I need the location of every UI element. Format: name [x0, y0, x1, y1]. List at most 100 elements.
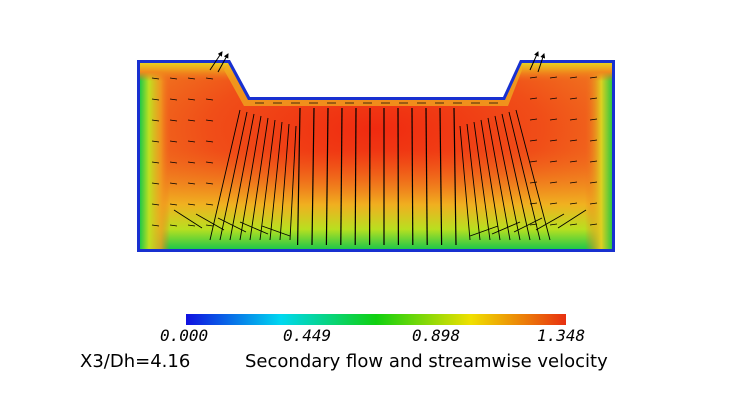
- flow-vector: [205, 182, 214, 185]
- flow-vector: [311, 107, 315, 246]
- flow-vector: [187, 140, 196, 143]
- flow-vector: [187, 98, 196, 101]
- flow-vector: [205, 161, 214, 164]
- flow-vector: [529, 223, 538, 226]
- flow-vector: [549, 160, 558, 163]
- colorbar-tick-min: 0.000: [160, 326, 209, 345]
- flow-vector: [151, 98, 160, 101]
- flow-vector: [209, 51, 223, 71]
- flow-vector: [569, 181, 578, 184]
- colorbar-tick-1: 0.449: [283, 326, 332, 345]
- flow-vector: [325, 107, 329, 246]
- flow-vector: [151, 224, 160, 227]
- flow-vector: [425, 107, 428, 246]
- flow-vector: [205, 77, 214, 80]
- flow-vector: [205, 140, 214, 143]
- flow-vector: [169, 119, 178, 122]
- flow-vector: [151, 119, 160, 122]
- flow-vector: [487, 117, 511, 241]
- flow-vector: [187, 77, 196, 80]
- flow-vector: [549, 118, 558, 121]
- flow-vector: [569, 139, 578, 142]
- flow-vector: [569, 97, 578, 100]
- flow-vector: [508, 111, 541, 241]
- flow-vector: [169, 203, 178, 206]
- flow-vector: [173, 209, 203, 229]
- flow-vector: [557, 209, 587, 229]
- flow-vector: [279, 123, 290, 241]
- flow-vector: [529, 202, 538, 205]
- flow-vector: [169, 98, 178, 101]
- flow-vector: [589, 97, 598, 100]
- flow-vector: [259, 119, 276, 241]
- flow-vector: [169, 77, 178, 80]
- flow-vector: [569, 76, 578, 79]
- flow-vector: [529, 181, 538, 184]
- colorbar-tick-max: 1.348: [537, 326, 586, 345]
- flow-vector: [187, 224, 196, 227]
- flow-vector: [169, 224, 178, 227]
- flow-vector: [205, 203, 214, 206]
- flow-vector: [466, 123, 481, 241]
- flow-vector: [209, 109, 241, 241]
- flow-vector: [217, 53, 229, 73]
- flow-vector: [297, 107, 301, 246]
- flow-vector: [491, 221, 521, 235]
- flow-vector: [169, 161, 178, 164]
- secondary-flow-vectors: [151, 51, 598, 246]
- flow-vector: [453, 107, 457, 246]
- flow-vector: [151, 182, 160, 185]
- flow-vector: [169, 182, 178, 185]
- flow-vector: [549, 223, 558, 226]
- flow-vector: [217, 217, 247, 233]
- flow-vector: [411, 107, 414, 246]
- flow-vector: [529, 76, 538, 79]
- flow-vector: [219, 111, 248, 241]
- flow-vector: [151, 140, 160, 143]
- flow-vector: [187, 119, 196, 122]
- flow-vector: [459, 125, 471, 241]
- flow-vector: [589, 139, 598, 142]
- flow-vector: [589, 118, 598, 121]
- colorbar: [186, 314, 566, 325]
- flow-vector: [151, 77, 160, 80]
- flow-vector: [529, 97, 538, 100]
- flow-vector: [289, 125, 297, 241]
- flow-vector: [187, 182, 196, 185]
- flow-vector: [205, 119, 214, 122]
- flow-vector: [205, 98, 214, 101]
- flow-vector: [529, 139, 538, 142]
- flow-vector: [549, 139, 558, 142]
- flow-vector: [549, 181, 558, 184]
- flow-vector: [529, 51, 539, 71]
- flow-vector: [229, 113, 255, 241]
- flow-vector: [589, 202, 598, 205]
- flow-vector: [494, 115, 521, 241]
- flow-vector: [569, 202, 578, 205]
- flow-vector: [480, 119, 501, 241]
- flow-vector: [589, 181, 598, 184]
- station-label: X3/Dh=4.16: [80, 351, 191, 372]
- flow-vector: [589, 76, 598, 79]
- flow-vector: [569, 118, 578, 121]
- flow-vector: [549, 76, 558, 79]
- flow-vector: [354, 107, 357, 246]
- flow-vector: [169, 140, 178, 143]
- flow-vector: [515, 109, 551, 241]
- flow-vector: [537, 53, 546, 73]
- flow-vector: [239, 221, 269, 235]
- colorbar-tick-2: 0.898: [412, 326, 461, 345]
- flow-vector: [239, 115, 262, 241]
- flow-vector: [529, 118, 538, 121]
- flow-vector: [549, 202, 558, 205]
- flow-vector: [151, 161, 160, 164]
- flow-vector: [549, 97, 558, 100]
- flow-vector: [195, 213, 225, 231]
- flow-vector: [569, 223, 578, 226]
- flow-vector: [151, 203, 160, 206]
- flow-vector: [589, 223, 598, 226]
- flow-vector: [439, 107, 443, 246]
- flow-vector: [535, 213, 565, 231]
- flow-vector: [529, 160, 538, 163]
